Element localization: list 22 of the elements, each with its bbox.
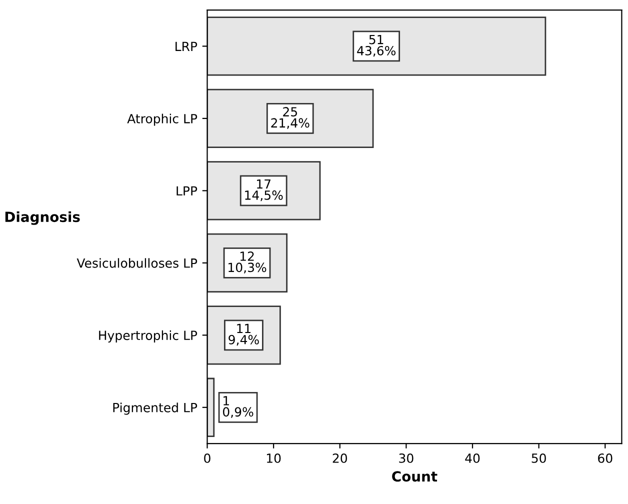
x-tick-label: 50 (532, 453, 546, 463)
data-label: 51 43,6% (357, 34, 396, 57)
y-tick-label: Atrophic LP (127, 114, 198, 126)
x-tick-label: 10 (266, 453, 281, 463)
y-tick-label: Vesiculobulloses LP (76, 258, 198, 268)
y-axis-title: Diagnosis (5, 211, 80, 225)
x-axis-title: Count (392, 471, 438, 482)
x-tick-label: 40 (465, 453, 480, 463)
x-tick-label: 60 (598, 453, 612, 463)
x-tick-label: 20 (332, 453, 347, 463)
data-label: 17 14,5% (245, 179, 283, 202)
data-label: 25 21,4% (271, 107, 310, 129)
y-tick-label: LRP (176, 42, 198, 51)
data-label: 11 9,4% (228, 324, 259, 346)
x-tick-label: 30 (399, 453, 414, 463)
bar (207, 16, 546, 76)
x-tick-label: 0 (204, 453, 210, 463)
y-tick-label: Pigmented LP (113, 402, 198, 415)
data-label: 12 10,3% (228, 252, 266, 274)
y-tick-label: Hypertrophic LP (99, 330, 198, 343)
y-tick-label: LPP (176, 186, 198, 196)
data-label: 1 0,9% (222, 396, 254, 418)
